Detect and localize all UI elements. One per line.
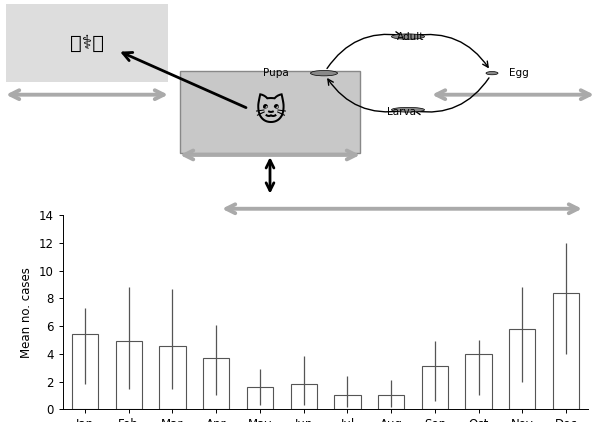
Bar [203,358,229,409]
Ellipse shape [392,34,425,39]
Y-axis label: Mean no. cases: Mean no. cases [20,267,34,358]
Text: Larva: Larva [388,107,416,117]
Ellipse shape [486,72,498,75]
Bar [378,395,404,409]
Bar [180,71,360,153]
Bar [422,366,448,409]
Bar [115,341,142,409]
Bar [159,346,185,409]
Text: Pupa: Pupa [263,68,289,78]
Bar [334,395,361,409]
Bar [72,335,98,409]
Text: Egg: Egg [509,68,529,78]
Bar [290,384,317,409]
Bar [247,387,273,409]
Bar [509,329,535,409]
Text: 🐱: 🐱 [254,97,286,127]
Bar [466,354,492,409]
Text: 👨‍⚕️👤: 👨‍⚕️👤 [70,33,104,53]
Text: Adult: Adult [397,32,425,42]
Ellipse shape [392,107,425,112]
Bar [553,293,579,409]
Bar [6,4,168,82]
Ellipse shape [311,70,337,76]
